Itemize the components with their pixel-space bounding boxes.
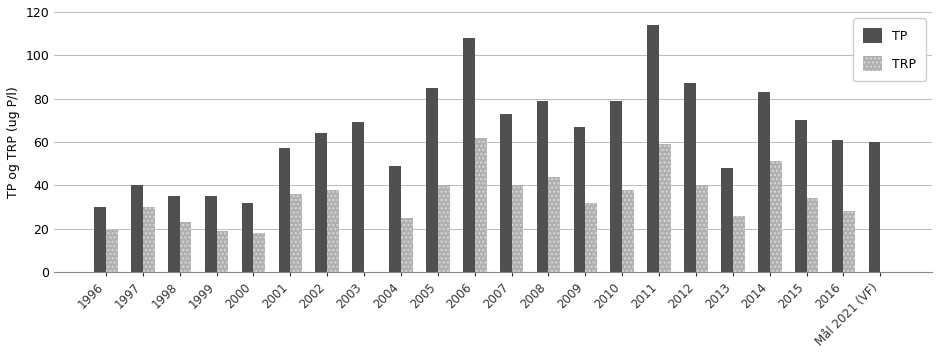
Bar <box>623 190 634 272</box>
Bar <box>475 138 486 272</box>
Bar <box>832 140 843 272</box>
Bar <box>647 25 659 272</box>
Bar <box>290 194 302 272</box>
Bar <box>179 222 192 272</box>
Bar <box>500 114 512 272</box>
Bar <box>254 233 265 272</box>
Y-axis label: TP og TRP (ug P/l): TP og TRP (ug P/l) <box>7 86 20 198</box>
Bar <box>106 229 117 272</box>
Bar <box>131 185 143 272</box>
Bar <box>585 203 597 272</box>
Bar <box>94 207 106 272</box>
Bar <box>537 101 548 272</box>
Bar <box>205 196 217 272</box>
Bar <box>279 148 290 272</box>
Bar <box>217 231 228 272</box>
Bar <box>696 185 708 272</box>
Bar <box>389 166 401 272</box>
Bar <box>168 196 179 272</box>
Bar <box>316 133 327 272</box>
Bar <box>770 162 781 272</box>
Bar <box>143 207 155 272</box>
Bar <box>548 176 561 272</box>
Bar <box>732 215 745 272</box>
Bar <box>659 144 670 272</box>
Bar <box>512 185 523 272</box>
Bar <box>807 198 819 272</box>
Bar <box>241 203 254 272</box>
Bar <box>685 83 696 272</box>
Bar <box>401 218 413 272</box>
Bar <box>843 211 855 272</box>
Bar <box>574 127 585 272</box>
Bar <box>721 168 732 272</box>
Bar <box>463 38 475 272</box>
Bar <box>352 122 364 272</box>
Bar <box>794 120 807 272</box>
Bar <box>438 185 450 272</box>
Bar <box>610 101 623 272</box>
Bar <box>327 190 339 272</box>
Legend: TP, TRP: TP, TRP <box>853 18 926 81</box>
Bar <box>869 142 881 272</box>
Bar <box>426 88 438 272</box>
Bar <box>758 92 770 272</box>
